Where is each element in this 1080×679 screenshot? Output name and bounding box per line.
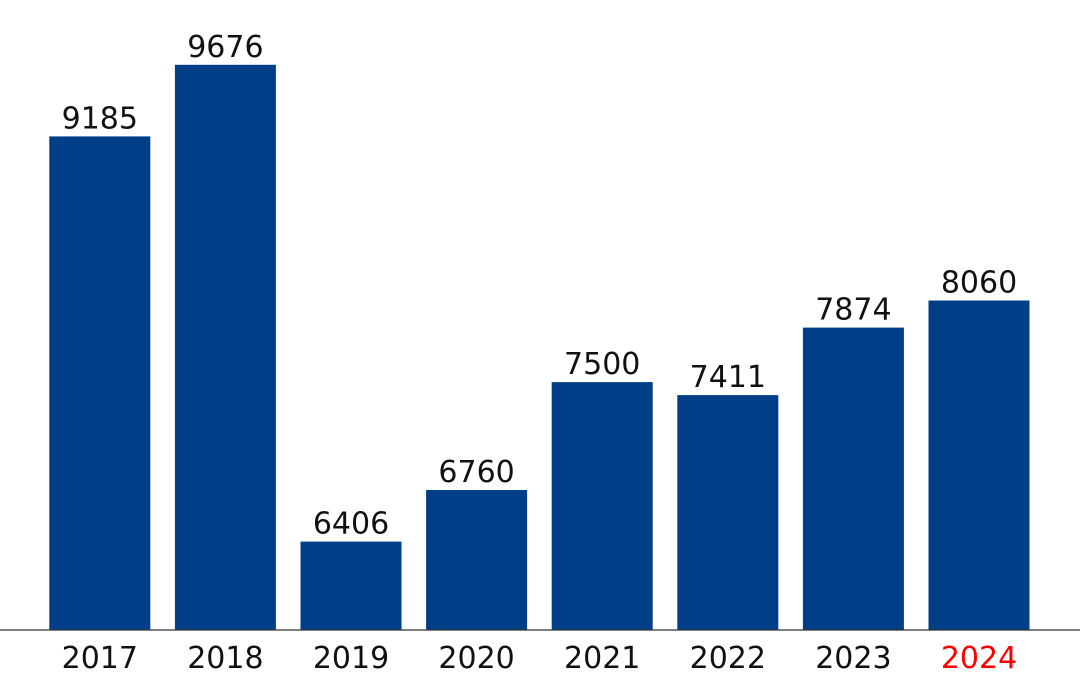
bar-2017 (49, 136, 151, 630)
data-label-2021: 7500 (564, 347, 640, 382)
data-label-2022: 7411 (690, 360, 766, 395)
x-tick-label-2019: 2019 (313, 641, 389, 675)
x-tick-label-2018: 2018 (187, 641, 263, 675)
data-label-2017: 9185 (62, 101, 138, 136)
bar-2020 (426, 490, 528, 630)
data-label-2020: 6760 (438, 455, 514, 490)
data-label-2019: 6406 (313, 507, 389, 542)
bar-2019 (300, 541, 402, 630)
data-label-2018: 9676 (187, 30, 263, 65)
data-labels-layer: 9185 9676 6406 6760 7500 7411 7874 8060 (62, 30, 1018, 542)
bar-2021 (551, 382, 653, 630)
x-tick-label-2017: 2017 (62, 641, 138, 675)
x-tick-label-2020: 2020 (438, 641, 514, 675)
x-tick-label-2022: 2022 (690, 641, 766, 675)
bar-2023 (802, 327, 904, 630)
data-label-2024: 8060 (941, 266, 1017, 301)
x-tick-label-2023: 2023 (815, 641, 891, 675)
bar-2022 (677, 395, 779, 630)
x-tick-label-2024: 2024 (941, 641, 1017, 675)
x-tick-labels-layer: 2017 2018 2019 2020 2021 2022 2023 2024 (62, 641, 1018, 676)
bar-2018 (174, 64, 276, 631)
x-tick-label-2021: 2021 (564, 641, 640, 675)
bar-2024 (928, 300, 1030, 630)
data-label-2023: 7874 (815, 293, 891, 328)
bars-layer (49, 64, 1030, 631)
